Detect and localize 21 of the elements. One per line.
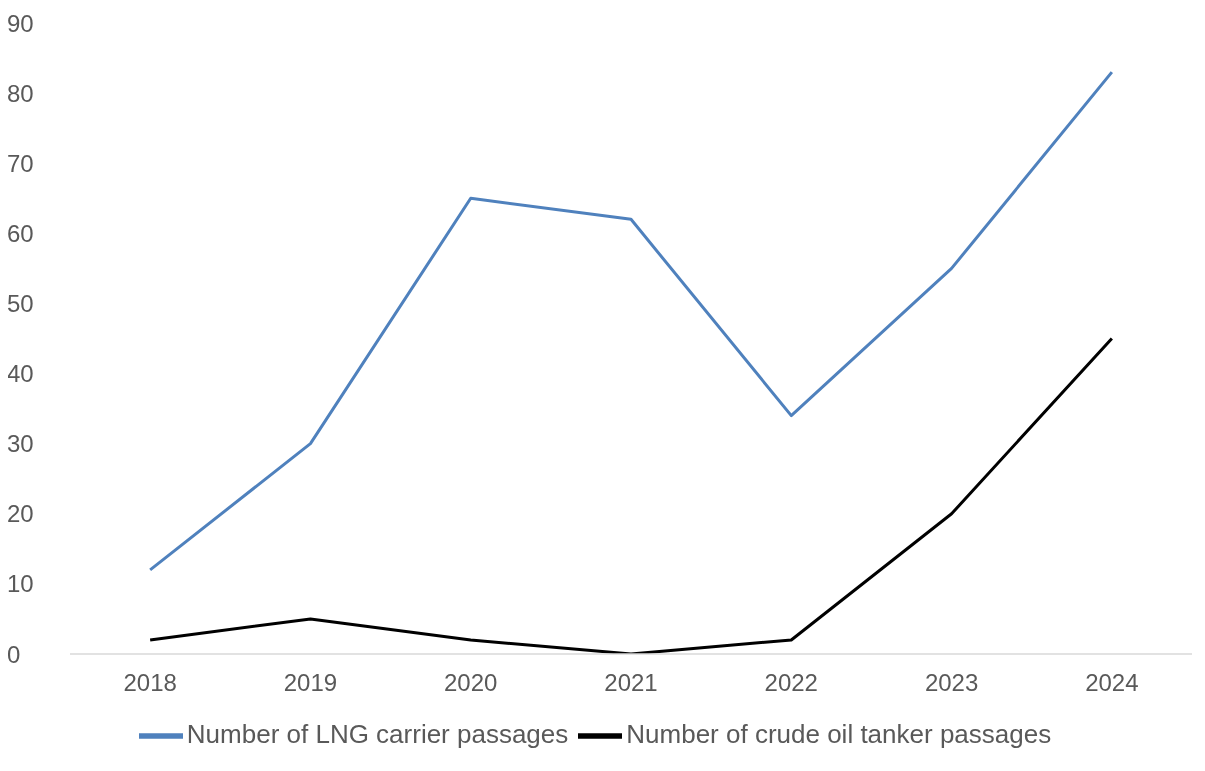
y-tick-label: 30 [7, 430, 34, 458]
x-tick-label: 2024 [1085, 669, 1139, 697]
y-tick-label: 10 [7, 570, 34, 598]
y-tick-label: 80 [7, 79, 34, 107]
x-tick-label: 2018 [123, 669, 177, 697]
x-tick-label: 2019 [283, 669, 338, 697]
y-tick-label: 40 [7, 360, 34, 388]
y-tick-label: 50 [7, 289, 34, 317]
y-tick-label: 60 [7, 219, 34, 247]
x-tick-label: 2022 [764, 669, 818, 697]
legend-label: Number of crude oil tanker passages [626, 718, 1052, 749]
x-tick-label: 2021 [604, 669, 658, 697]
line-series [148, 337, 1114, 654]
y-tick-label: 0 [7, 640, 21, 668]
y-tick-label: 20 [7, 500, 34, 528]
y-tick-label: 70 [7, 149, 34, 177]
x-tick-label: 2020 [444, 669, 498, 697]
line-series [148, 70, 1114, 572]
x-tick-label: 2023 [924, 669, 979, 697]
legend-label: Number of LNG carrier passages [186, 718, 569, 749]
y-tick-label: 90 [7, 9, 34, 37]
